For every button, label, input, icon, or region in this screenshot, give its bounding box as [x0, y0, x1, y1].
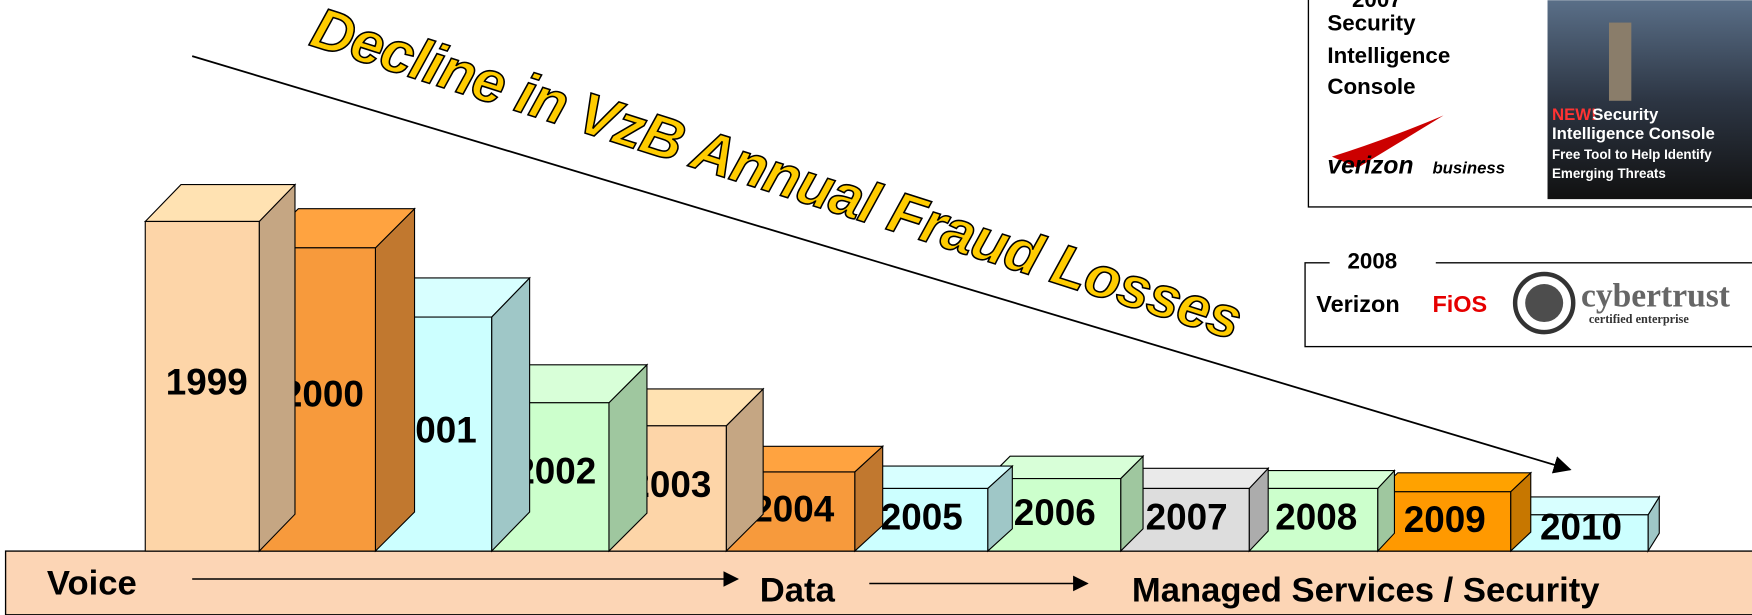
- chart: Decline in VzB Annual Fraud Losses 2007 …: [0, 0, 1752, 615]
- x-tick-label: 2005: [881, 497, 963, 538]
- logo: verizon: [1327, 152, 1413, 179]
- x-tick-label: 2008: [1275, 497, 1357, 538]
- callout-text: Intelligence: [1327, 43, 1450, 68]
- banner-text: Emerging Threats: [1552, 166, 1666, 181]
- stage-label: Voice: [47, 565, 137, 603]
- x-tick-label: 1999: [166, 361, 248, 402]
- lighthouse: [1609, 23, 1631, 101]
- banner-text: Free Tool to Help Identify: [1552, 147, 1712, 162]
- logo-suffix: business: [1432, 158, 1505, 177]
- partner-logo: [1525, 284, 1563, 322]
- stage-label: Data: [760, 571, 836, 609]
- bar-top: [1378, 473, 1531, 492]
- x-tick-label: 2007: [1146, 497, 1228, 538]
- x-tick-label: 2009: [1404, 499, 1486, 540]
- x-tick-label: 2004: [752, 489, 834, 530]
- x-tick-label: 2010: [1540, 507, 1622, 548]
- bar-side: [492, 278, 530, 551]
- callout-text: Security: [1327, 10, 1416, 35]
- callout-text: Console: [1327, 74, 1415, 99]
- callout-year: 2008: [1348, 249, 1398, 274]
- banner-new: NEW!: [1552, 105, 1597, 124]
- partner: cybertrust: [1581, 277, 1731, 314]
- page: Decline in VzB Annual Fraud Losses 2007 …: [0, 0, 1752, 615]
- bar-top: [1249, 471, 1394, 489]
- bar-side: [375, 209, 414, 551]
- product: FiOS: [1432, 291, 1487, 317]
- stage-label: Managed Services / Security: [1132, 571, 1600, 609]
- partner-sub: certified enterprise: [1589, 312, 1689, 326]
- banner-title: Security: [1592, 105, 1659, 124]
- banner-title: Intelligence Console: [1552, 124, 1715, 143]
- brand: Verizon: [1316, 291, 1399, 317]
- bar-side: [259, 185, 295, 551]
- x-tick-label: 2006: [1014, 492, 1096, 533]
